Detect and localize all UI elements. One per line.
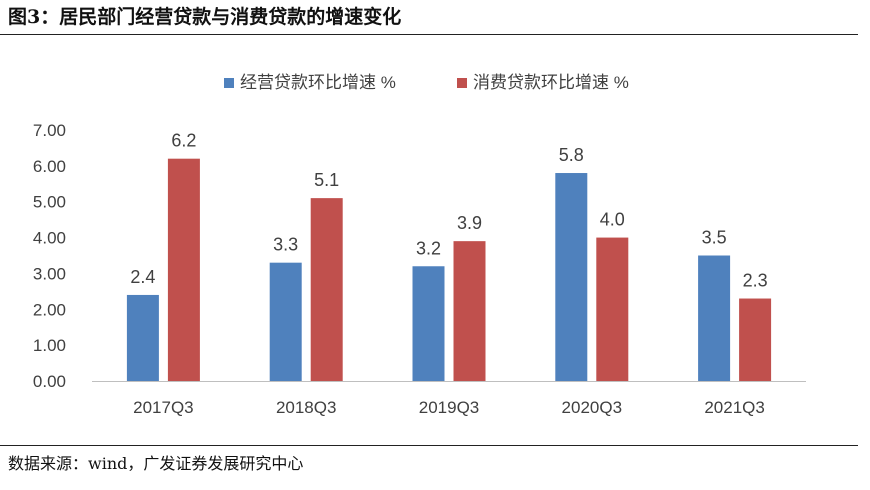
bar-business-loan: [555, 173, 588, 381]
data-label: 3.9: [457, 213, 482, 233]
y-tick-label: 4.00: [33, 229, 66, 248]
data-label: 2.4: [130, 267, 155, 287]
x-tick-label: 2018Q3: [276, 398, 337, 417]
data-label: 3.5: [702, 228, 727, 248]
x-tick-label: 2019Q3: [419, 398, 480, 417]
data-label: 2.3: [743, 271, 768, 291]
legend-label-business-loan: 经营贷款环比增速 %: [240, 73, 396, 92]
y-tick-label: 7.00: [33, 121, 66, 140]
legend-swatch-consumer-loan: [457, 78, 467, 88]
data-label: 5.1: [314, 170, 339, 190]
chart-title: 图3：居民部门经营贷款与消费贷款的增速变化: [8, 6, 402, 28]
bar-consumer-loan: [739, 298, 772, 381]
legend-label-consumer-loan: 消费贷款环比增速 %: [473, 73, 629, 92]
title-divider: [0, 34, 858, 35]
x-tick-label: 2021Q3: [704, 398, 765, 417]
data-label: 3.2: [416, 238, 441, 258]
bar-business-loan: [412, 266, 445, 381]
data-label: 4.0: [600, 210, 625, 230]
bar-business-loan: [269, 262, 302, 381]
bar-consumer-loan: [596, 237, 629, 381]
y-tick-label: 1.00: [33, 336, 66, 355]
y-tick-label: 6.00: [33, 157, 66, 176]
y-tick-label: 5.00: [33, 193, 66, 212]
data-label: 6.2: [171, 131, 196, 151]
y-tick-label: 3.00: [33, 264, 66, 283]
y-tick-label: 2.00: [33, 300, 66, 319]
data-label: 3.3: [273, 235, 298, 255]
bar-business-loan: [126, 294, 159, 381]
data-label: 5.8: [559, 145, 584, 165]
bar-consumer-loan: [167, 158, 200, 381]
source-note: 数据来源：wind，广发证券发展研究中心: [8, 454, 304, 473]
bar-consumer-loan: [453, 241, 486, 381]
y-tick-label: 0.00: [33, 372, 66, 391]
x-tick-label: 2020Q3: [562, 398, 623, 417]
legend-swatch-business-loan: [224, 78, 234, 88]
footer-divider: [0, 445, 858, 446]
x-tick-label: 2017Q3: [133, 398, 194, 417]
bar-consumer-loan: [310, 198, 343, 381]
bar-business-loan: [698, 255, 731, 381]
